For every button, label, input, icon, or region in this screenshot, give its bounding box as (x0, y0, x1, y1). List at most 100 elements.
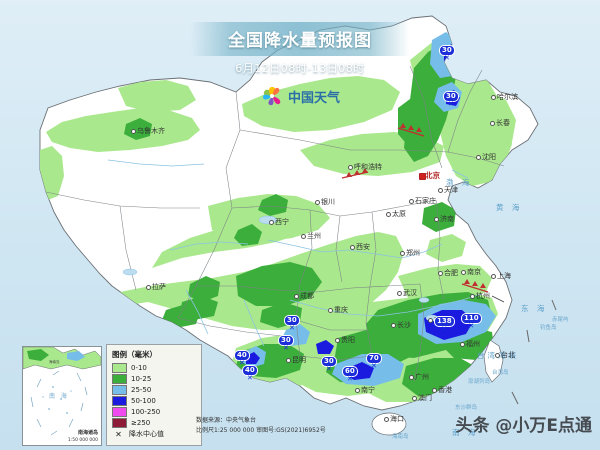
city-label: 天津 (444, 186, 458, 194)
city-label: 澳门 (418, 394, 432, 402)
city-marker (438, 188, 443, 193)
precip-center-marker: 30 ✕ (439, 45, 455, 62)
svg-text:海南岛: 海南岛 (49, 359, 60, 364)
legend-item: 25-50 (112, 385, 196, 395)
precip-center-value: 40 (242, 365, 258, 376)
city-marker (476, 155, 481, 160)
precip-center-value: 60 (342, 366, 358, 377)
city-marker (131, 129, 136, 134)
city-label: 北京 (425, 171, 440, 180)
precip-center-value: 30 (321, 356, 337, 367)
legend-item-label: 25-50 (131, 386, 152, 394)
island-label: 海南岛 (392, 434, 409, 440)
city-marker (301, 234, 306, 239)
sea-label: 渤 海 (446, 178, 473, 187)
precip-center-value: 30 (278, 335, 294, 346)
legend-rows: 0-10 10-25 25-50 50-100 100-250 ≥250 (112, 363, 196, 428)
sea-label: 黄 海 (496, 203, 523, 212)
scale-permit-text: 比例尺1:25 000 000 审图号:GS(2021)6952号 (196, 427, 326, 434)
precip-center-marker: 60 ✕ (342, 366, 358, 383)
page-title: 全国降水量预报图 (228, 31, 372, 51)
legend-swatch (112, 374, 127, 384)
city-marker (348, 165, 353, 170)
city-label: 长春 (496, 119, 510, 127)
city-marker (432, 388, 437, 393)
precip-center-icon: ✕ (115, 429, 122, 439)
data-source-text: 数据来源：中央气象台 (196, 417, 257, 424)
legend-item-label: 100-250 (131, 408, 161, 416)
precip-center-cross-icon: ✕ (443, 54, 450, 62)
city-marker (461, 270, 466, 275)
legend-title: 图例（毫米） (112, 350, 157, 359)
sea-label: 南 海 (452, 428, 479, 437)
rivers (107, 159, 483, 347)
precip-center-marker: 110 ✕ (461, 313, 482, 330)
title-subtitle: 6月12日08时-13日08时 (235, 62, 365, 75)
legend-item: 10-25 (112, 374, 196, 384)
credits-block: 数据来源：中央气象台 比例尺1:25 000 000 审图号:GS(2021)6… (196, 416, 326, 436)
island-label: 澎湖列岛 (468, 379, 491, 385)
precip-center-cross-icon: ✕ (346, 375, 353, 383)
precip-center-cross-icon: ✕ (288, 324, 295, 332)
weather-front-symbols (341, 123, 505, 303)
city-marker (146, 285, 151, 290)
legend-item-label: ≥250 (131, 419, 151, 427)
precip-center-value: 110 (461, 313, 482, 324)
city-marker (434, 217, 439, 222)
legend-swatch (112, 363, 127, 373)
city-marker (490, 121, 495, 126)
city-label: 长沙 (397, 321, 411, 329)
legend-item: 0-10 (112, 363, 196, 373)
legend-item: 50-100 (112, 396, 196, 406)
legend-item-label: 50-100 (131, 397, 156, 405)
legend-item-label: 0-10 (131, 364, 147, 372)
city-marker (294, 294, 299, 299)
city-marker (328, 308, 333, 313)
city-marker (355, 388, 360, 393)
city-label: 福州 (466, 340, 480, 348)
city-label: 银川 (321, 198, 335, 206)
legend-item: ≥250 (112, 418, 196, 428)
island-label: 东沙群岛 (455, 405, 478, 411)
city-label: 贵阳 (341, 336, 355, 344)
city-marker (412, 396, 417, 401)
precip-center-cross-icon: ✕ (441, 325, 448, 333)
city-label: 太原 (392, 210, 406, 218)
precip-center-cross-icon: ✕ (468, 322, 475, 330)
city-marker (384, 417, 389, 422)
city-marker (400, 251, 405, 256)
precip-center-cross-icon: ✕ (238, 359, 245, 367)
city-label: 乌鲁木齐 (137, 127, 165, 135)
legend-swatch (112, 396, 127, 406)
city-marker (470, 294, 475, 299)
precip-center-cross-icon: ✕ (447, 100, 454, 108)
city-label: 沈阳 (482, 153, 496, 161)
city-label: 南京 (467, 268, 481, 276)
city-marker (397, 291, 402, 296)
inset-sea-label: 南 海 (49, 393, 69, 400)
precip-center-marker: 30 ✕ (443, 91, 459, 108)
inset-title: 南海诸岛 (77, 430, 98, 436)
precip-center-cross-icon: ✕ (246, 374, 253, 382)
city-marker (428, 318, 433, 323)
city-marker (391, 323, 396, 328)
legend-swatch (112, 407, 127, 417)
legend-center-label: 降水中心值 (129, 430, 164, 438)
city-label: 南宁 (361, 386, 375, 394)
city-marker (491, 95, 496, 100)
title-banner: 全国降水量预报图 (190, 22, 410, 56)
city-marker (350, 245, 355, 250)
boundary-dashes (511, 299, 557, 405)
brand-logo: 中国天气 (262, 86, 340, 106)
city-label: 合肥 (444, 269, 458, 277)
city-label: 重庆 (334, 306, 348, 314)
legend-item-label: 10-25 (131, 375, 152, 383)
city-marker (438, 271, 443, 276)
precip-center-value: 40 (234, 350, 250, 361)
precip-center-marker: 138 ✕ (434, 316, 455, 333)
island-label: 钓鱼岛 (540, 325, 557, 331)
map-title-block: 全国降水量预报图 6月12日08时-13日08时 (190, 22, 410, 76)
precip-center-marker: 30 ✕ (278, 335, 294, 352)
city-label: 石家庄 (415, 197, 436, 205)
